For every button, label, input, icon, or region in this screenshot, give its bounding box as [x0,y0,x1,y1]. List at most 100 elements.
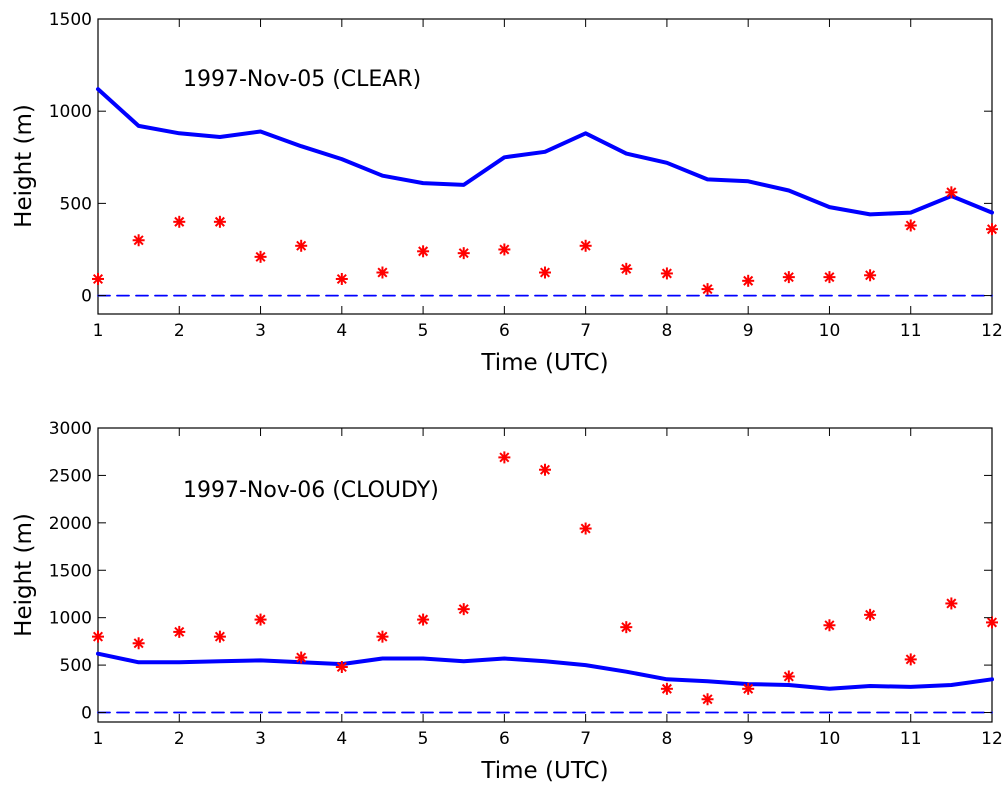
asterisk-stroke [174,216,185,227]
asterisk-stroke [946,187,957,198]
y-tick-label: 1000 [49,102,92,122]
asterisk-stroke [824,272,835,283]
data-point-marker [579,239,592,252]
x-tick-label: 8 [661,729,672,749]
data-point-marker [213,215,226,228]
data-point-marker [945,597,958,610]
data-point-marker [986,616,998,629]
data-point-marker [620,262,633,275]
asterisk-stroke [539,464,551,475]
asterisk-stroke [743,683,754,694]
asterisk-stroke [702,284,713,295]
asterisk-stroke [214,216,225,227]
x-tick-label: 10 [819,729,841,749]
asterisk-stroke [499,452,510,463]
asterisk-stroke [621,263,632,274]
x-tick-label: 2 [174,321,185,341]
data-point-marker [701,283,714,296]
asterisk-stroke [174,626,185,637]
asterisk-stroke [133,638,144,649]
x-tick-label: 7 [580,729,591,749]
x-tick-label: 6 [499,729,510,749]
series-layer [92,87,998,297]
y-axis: 0 500 1000 1500 2000 2500 3000 [49,419,992,724]
data-point-marker [620,621,633,634]
data-point-marker [457,247,470,260]
x-axis-label: Time (UTC) [480,350,608,376]
asterisk-stroke [133,235,144,246]
asterisk-stroke [418,614,429,625]
y-tick-label: 1500 [49,561,92,581]
asterisk-stroke [255,251,266,262]
y-axis-label: Height (m) [11,104,37,228]
data-point-marker [823,271,836,284]
x-tick-label: 8 [661,321,672,341]
series-line [96,87,994,217]
asterisk-stroke [499,244,510,255]
y-tick-label: 2000 [49,514,92,534]
asterisk-stroke [580,523,591,534]
plot-area [97,427,993,723]
asterisk-stroke [865,609,876,620]
data-point-marker [742,682,755,695]
asterisk-stroke [986,224,998,235]
data-point-marker [579,522,592,535]
asterisk-stroke [377,267,388,278]
data-point-marker [904,653,917,666]
data-point-marker [376,266,389,279]
asterisk-stroke [255,614,266,625]
data-point-marker [132,234,145,247]
data-point-marker [335,272,348,285]
x-tick-label: 10 [819,321,841,341]
asterisk-stroke [621,622,632,633]
asterisk-stroke [377,631,388,642]
x-axis-label: Time (UTC) [480,758,608,784]
x-axis: 1 2 3 4 5 6 7 8 9 10 11 12 [93,428,1003,749]
asterisk-stroke [214,631,225,642]
asterisk-stroke [783,272,794,283]
asterisk-stroke [458,604,469,615]
asterisk-stroke [336,661,347,673]
asterisk-stroke [418,246,429,257]
data-point-marker [539,463,551,476]
x-tick-label: 4 [336,729,347,749]
x-tick-label: 3 [255,321,266,341]
y-tick-label: 3000 [49,419,92,439]
x-tick-label: 5 [418,729,429,749]
data-point-marker [945,186,958,199]
data-point-marker [173,215,186,228]
asterisk-stroke [296,240,307,251]
plot-area [97,18,993,315]
asterisk-stroke [702,694,713,705]
data-point-marker [904,219,917,232]
asterisk-stroke [661,683,672,694]
x-tick-label: 12 [981,321,1003,341]
x-tick-label: 5 [418,321,429,341]
asterisk-stroke [946,598,957,609]
y-tick-label: 1500 [49,10,92,30]
data-point-marker [376,630,389,643]
asterisk-stroke [539,267,551,278]
data-point-marker [539,266,551,279]
data-point-marker [498,243,511,256]
asterisk-stroke [661,268,672,279]
chart-annotation: 1997-Nov-06 (CLOUDY) [183,478,439,503]
asterisk-stroke [824,620,835,631]
data-point-marker [660,267,673,280]
asterisk-stroke [783,671,794,682]
asterisk-stroke [743,275,754,286]
asterisk-stroke [580,240,591,251]
asterisk-stroke [92,273,104,284]
y-tick-label: 0 [81,704,92,724]
asterisk-stroke [458,248,469,259]
x-tick-label: 9 [743,321,754,341]
x-tick-label: 6 [499,321,510,341]
data-point-marker [823,619,836,632]
data-point-marker [660,682,673,695]
y-axis-label: Height (m) [11,513,37,637]
x-tick-label: 7 [580,321,591,341]
asterisk-stroke [986,617,998,628]
asterisk-stroke [905,220,916,231]
